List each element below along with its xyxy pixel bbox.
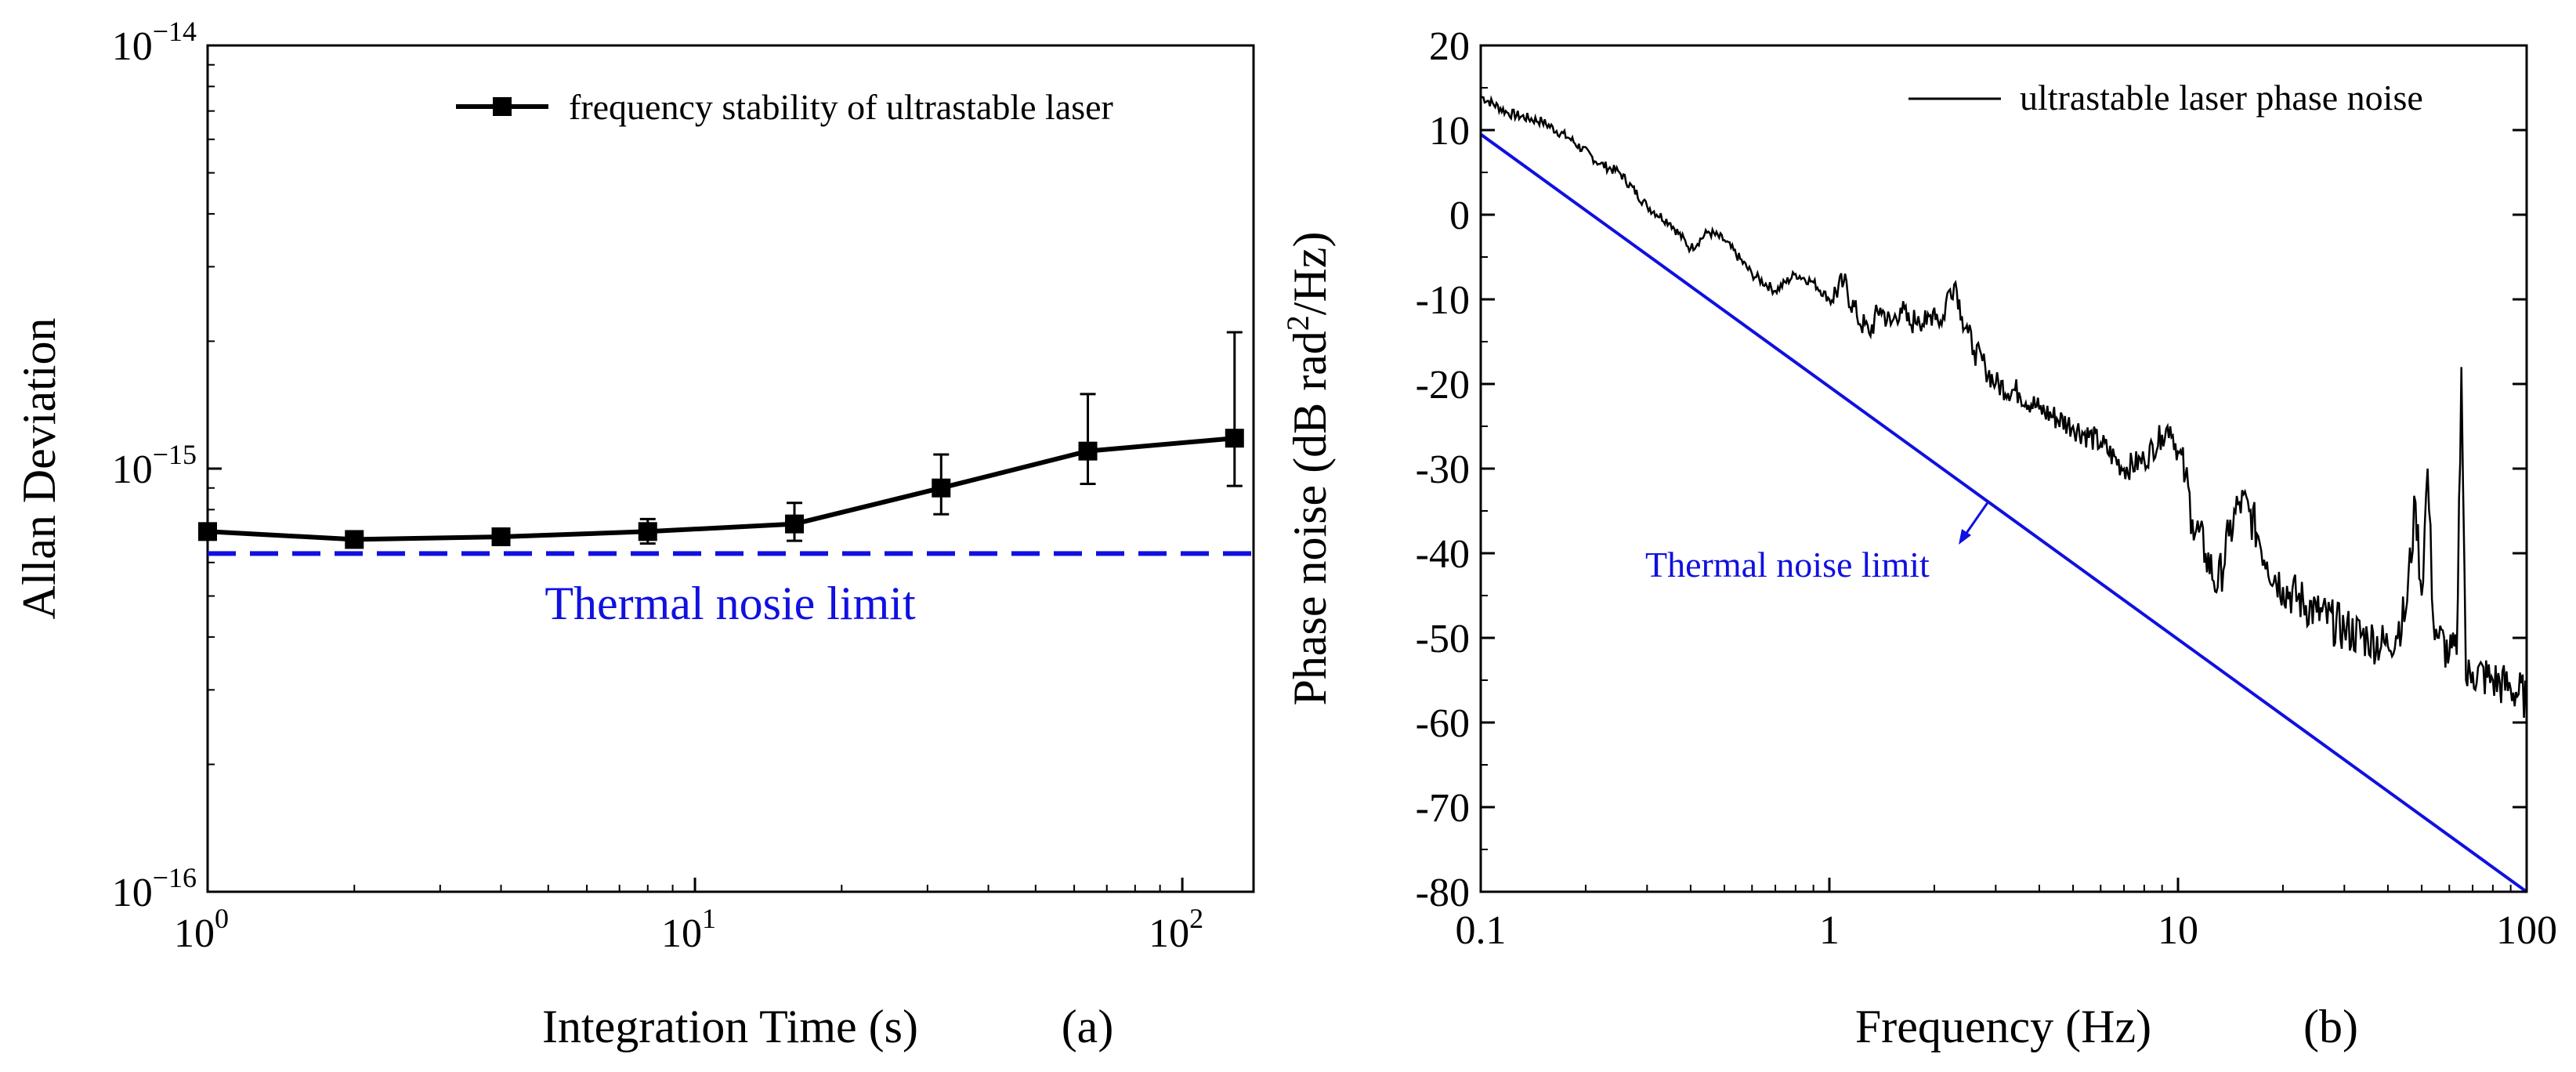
a-xtick-label: 101	[661, 903, 716, 956]
thermal-limit-arrowhead	[1959, 529, 1971, 545]
panel-a-legend: frequency stability of ultrastable laser	[456, 87, 1113, 127]
data-point-marker	[198, 522, 217, 541]
panel-a-xlabel: Integration Time (s)	[542, 1001, 918, 1052]
panel-b-ylabel: Phase noise (dB rad2/Hz)	[1280, 232, 1336, 706]
a-ytick-label: 10−15	[112, 439, 197, 492]
thermal-limit-label-a: Thermal nosie limit	[545, 578, 916, 629]
b-ytick-label: -60	[1416, 701, 1470, 746]
b-ytick-label: -80	[1416, 871, 1470, 915]
panel-a-legend-label: frequency stability of ultrastable laser	[569, 87, 1113, 127]
a-ytick-label: 10−16	[112, 862, 197, 915]
panel-a-allan-deviation-chart: 100 101 102 10−16 10−15 10−14 Allan Deviation…	[13, 16, 1255, 1052]
allan-deviation-line	[207, 436, 1236, 542]
thermal-limit-label-b: Thermal noise limit	[1645, 545, 1930, 585]
data-point-marker	[491, 527, 511, 547]
data-point-marker	[638, 522, 657, 541]
panel-a-label: (a)	[1062, 1001, 1114, 1052]
data-point-marker	[345, 530, 364, 549]
thermal-limit-arrow	[1962, 501, 1990, 538]
b-ytick-label: -40	[1416, 532, 1470, 577]
b-ytick-label: 20	[1429, 24, 1470, 69]
b-ytick-label: -20	[1416, 363, 1470, 407]
b-ytick-label: 0	[1449, 194, 1470, 238]
panel-b-xlabel: Frequency (Hz)	[1855, 1001, 2151, 1052]
phase-noise-trace	[1480, 95, 2528, 719]
data-point-marker	[1078, 441, 1098, 461]
b-ytick-label: -10	[1416, 278, 1470, 323]
b-xtick-label: 1	[1819, 908, 1840, 953]
data-point-marker	[1225, 429, 1244, 448]
b-ytick-label: -50	[1416, 617, 1470, 661]
panel-b-legend-label: ultrastable laser phase noise	[2020, 78, 2423, 118]
b-ytick-label: -70	[1416, 786, 1470, 831]
panel-b-plot-frame	[1479, 44, 2528, 893]
thermal-noise-limit-line-b	[1479, 132, 2528, 893]
panel-a-ylabel: Allan Deviation	[13, 318, 65, 620]
b-xtick-label: 100	[2496, 908, 2557, 953]
data-point-marker	[932, 478, 951, 498]
panel-a-legend-marker	[493, 97, 512, 116]
panel-a-plot-frame	[206, 44, 1255, 893]
data-point-marker	[785, 514, 805, 534]
b-xtick-label: 0.1	[1456, 908, 1507, 953]
panel-b-legend: ultrastable laser phase noise	[1908, 78, 2423, 118]
a-xtick-label: 100	[174, 903, 229, 956]
b-ytick-label: -30	[1416, 447, 1470, 492]
b-ytick-label: 10	[1429, 109, 1470, 154]
a-ytick-label: 10−14	[112, 16, 197, 69]
b-xtick-label: 10	[2158, 908, 2198, 953]
panel-b-label: (b)	[2303, 1001, 2358, 1052]
a-xtick-label: 102	[1149, 903, 1203, 956]
